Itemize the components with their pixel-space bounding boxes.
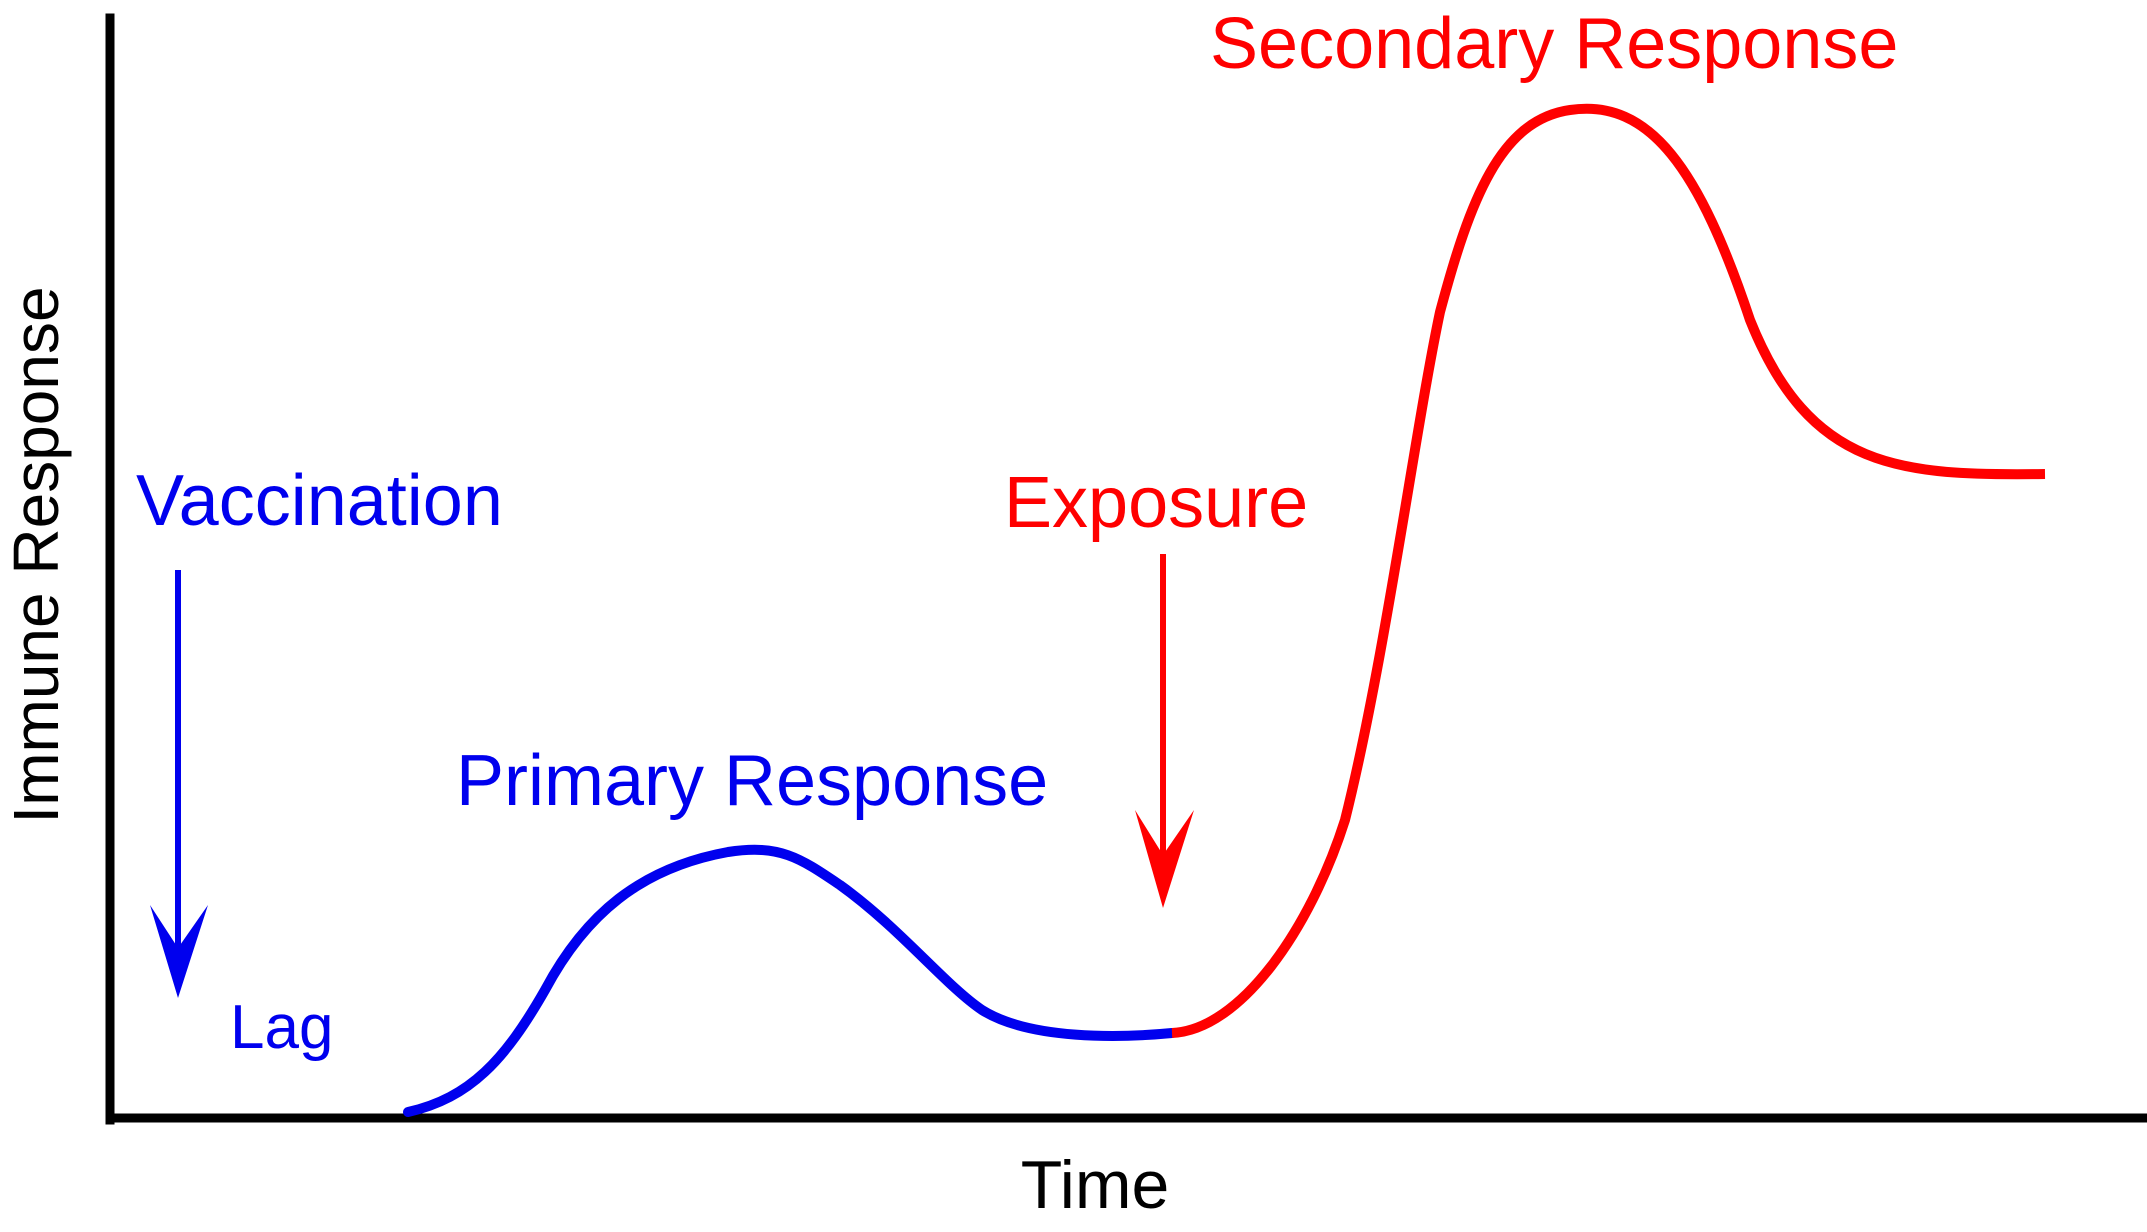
primary-response-curve (403, 844, 1177, 1117)
primary-response-label: Primary Response (456, 741, 1048, 821)
y-axis-label: Immune Response (0, 286, 72, 823)
secondary-response-label: Secondary Response (1210, 4, 1898, 84)
secondary-response-curve (1171, 103, 2046, 1038)
lag-label: Lag (230, 993, 333, 1062)
vaccination-label: Vaccination (136, 461, 503, 541)
exposure-arrow (1135, 554, 1194, 908)
axes (105, 13, 2147, 1125)
exposure-label: Exposure (1004, 463, 1308, 543)
x-axis-label: Time (1021, 1147, 1170, 1223)
vaccination-arrow (150, 570, 208, 998)
